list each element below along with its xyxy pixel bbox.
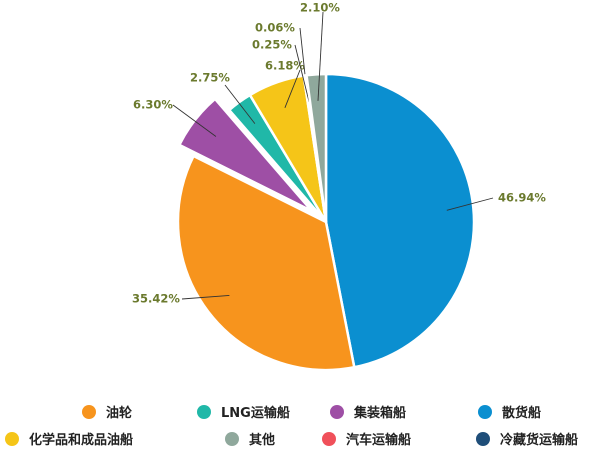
legend-label: 其他 — [249, 433, 276, 448]
pie-slice — [177, 97, 313, 213]
legend-swatch — [478, 404, 492, 419]
pie-slice — [305, 72, 328, 223]
legend-swatch — [5, 431, 19, 446]
legend-item-reefer-ship: 冷藏货运输船 — [476, 429, 578, 448]
slice-label: 2.75% — [190, 71, 230, 85]
leader-line — [224, 84, 256, 124]
legend-label: LNG运输船 — [221, 406, 290, 421]
legend-item-car-carrier: 汽车运输船 — [322, 429, 411, 448]
slice-label: 6.30% — [133, 98, 173, 112]
legend-label: 散货船 — [502, 406, 542, 421]
slice-label: 46.94% — [498, 191, 546, 205]
leader-line — [181, 295, 230, 300]
legend-label: 汽车运输船 — [346, 433, 412, 448]
slice-label: 2.10% — [300, 1, 340, 15]
legend-item-oil-tanker: 油轮 — [82, 402, 132, 421]
legend-item-bulk-carrier: 散货船 — [478, 402, 541, 421]
leader-line — [284, 69, 301, 108]
legend-label: 冷藏货运输船 — [500, 433, 579, 448]
slice-label: 35.42% — [132, 292, 180, 306]
pie-slice — [324, 72, 476, 369]
legend-label: 化学品和成品油船 — [29, 433, 134, 448]
slice-label: 0.25% — [252, 38, 292, 52]
leader-line — [446, 197, 494, 211]
slice-label: 0.06% — [255, 21, 295, 35]
leader-line — [317, 11, 324, 101]
slice-label: 6.18% — [265, 59, 305, 73]
legend-swatch — [82, 404, 96, 419]
legend-label: 油轮 — [106, 406, 133, 421]
legend-swatch — [476, 431, 490, 446]
legend-item-lng-carrier: LNG运输船 — [197, 402, 290, 421]
leader-line — [294, 44, 310, 102]
legend-item-chemical-tanker: 化学品和成品油船 — [5, 429, 133, 448]
legend-item-container-ship: 集装箱船 — [330, 402, 406, 421]
legend-item-other: 其他 — [225, 429, 275, 448]
legend-swatch — [322, 431, 336, 446]
pie-slice — [176, 154, 356, 372]
leader-line — [172, 104, 217, 137]
legend-swatch — [225, 431, 239, 446]
pie-chart: 46.94% 35.42% 6.30% 2.75% 6.18% 0.06% 0.25% 2.1… — [132, 1, 546, 372]
legend-label: 集装箱船 — [354, 406, 407, 421]
legend: 油轮 LNG运输船 集装箱船 散货船 化学品和成品油船 其他 汽车运输船 冷藏货… — [0, 394, 600, 452]
legend-swatch — [197, 404, 211, 419]
legend-swatch — [330, 404, 344, 419]
